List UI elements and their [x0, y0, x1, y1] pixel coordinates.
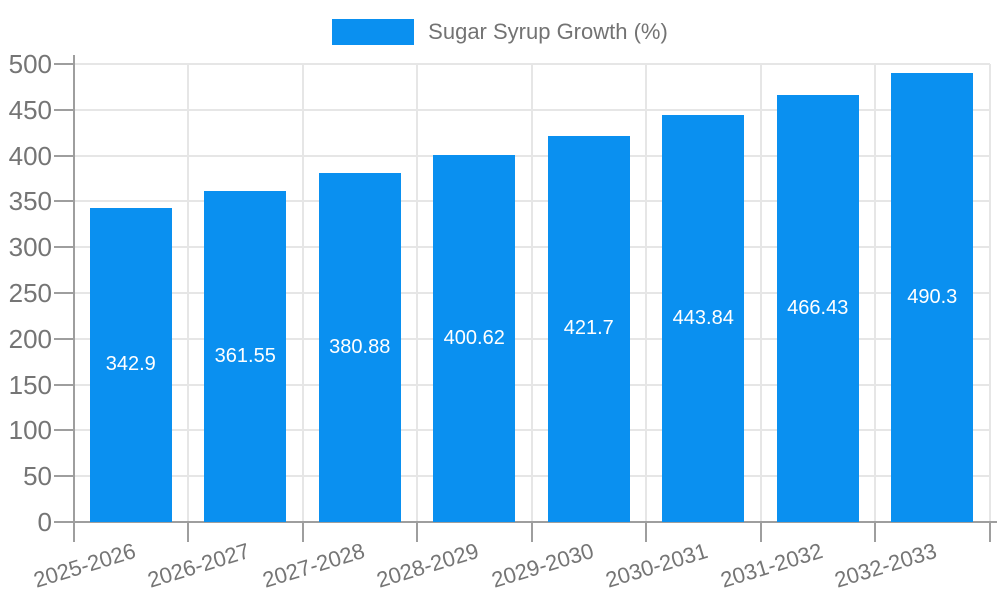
y-axis-tick — [53, 200, 74, 203]
y-tick-label: 50 — [23, 461, 52, 492]
legend-label: Sugar Syrup Growth (%) — [428, 19, 668, 44]
bar-value-label: 342.9 — [105, 353, 156, 376]
y-tick-label: 250 — [8, 278, 52, 308]
y-tick-label: 200 — [8, 323, 52, 354]
v-gridline — [874, 64, 876, 522]
y-axis-tick — [53, 521, 74, 523]
bar-value-label: 400.62 — [443, 327, 505, 349]
bar-value-label: 490.3 — [907, 285, 958, 308]
x-tick-label: 2026-2027 — [144, 538, 253, 593]
legend-swatch — [332, 19, 415, 45]
x-tick-label: 2028-2029 — [373, 538, 482, 593]
v-gridline — [187, 64, 189, 522]
x-axis-tick — [301, 522, 304, 542]
x-axis-tick — [874, 522, 876, 542]
y-axis-tick — [53, 108, 74, 111]
bar-value-label: 421.7 — [563, 317, 614, 340]
y-axis-tick — [53, 475, 74, 478]
bar-value-label: 361.55 — [214, 344, 276, 367]
x-axis-tick — [72, 522, 75, 542]
x-tick-label: 2029-2030 — [488, 538, 597, 593]
v-gridline — [416, 64, 418, 522]
bar[interactable]: 421.7 — [547, 135, 630, 522]
y-axis-tick — [53, 246, 74, 249]
x-axis-tick — [530, 522, 533, 542]
x-axis-tick — [988, 522, 991, 542]
legend[interactable]: Sugar Syrup Growth (%) — [0, 19, 1000, 45]
x-tick-label: 2031-2032 — [717, 538, 826, 593]
x-tick-label: 2027-2028 — [259, 538, 368, 593]
y-axis-tick — [53, 63, 74, 65]
v-gridline — [645, 64, 647, 522]
x-tick-label: 2025-2026 — [30, 538, 139, 593]
bar[interactable]: 380.88 — [318, 173, 401, 522]
v-gridline — [988, 64, 991, 522]
bar[interactable]: 490.3 — [891, 72, 974, 522]
x-axis-tick — [645, 522, 647, 542]
y-axis-tick — [53, 292, 74, 294]
y-tick-label: 350 — [8, 186, 52, 217]
y-axis-tick — [53, 154, 74, 157]
y-tick-label: 500 — [8, 49, 52, 79]
y-axis-line — [72, 55, 75, 522]
y-tick-label: 150 — [8, 369, 52, 400]
y-tick-label: 450 — [8, 94, 52, 125]
bar[interactable]: 466.43 — [776, 94, 859, 522]
x-axis-tick — [187, 522, 189, 542]
bar[interactable]: 342.9 — [89, 207, 172, 522]
y-tick-label: 400 — [8, 140, 52, 171]
v-gridline — [759, 64, 762, 522]
x-axis-tick — [759, 522, 762, 542]
y-tick-label: 100 — [8, 415, 52, 446]
y-axis-tick — [53, 337, 74, 340]
y-axis-tick — [53, 383, 74, 386]
v-gridline — [530, 64, 533, 522]
y-tick-label: 0 — [37, 507, 52, 537]
bar-value-label: 380.88 — [329, 336, 391, 359]
x-tick-label: 2030-2031 — [602, 538, 711, 593]
v-gridline — [301, 64, 304, 522]
bar[interactable]: 361.55 — [204, 190, 287, 522]
x-axis-line — [72, 521, 997, 523]
bar-value-label: 466.43 — [787, 296, 849, 319]
x-tick-label: 2032-2033 — [831, 538, 940, 593]
y-tick-label: 300 — [8, 232, 52, 263]
bar[interactable]: 400.62 — [433, 155, 516, 522]
y-axis-tick — [53, 429, 74, 432]
bar[interactable]: 443.84 — [662, 115, 745, 522]
x-axis-tick — [416, 522, 418, 542]
bar-value-label: 443.84 — [672, 307, 734, 330]
